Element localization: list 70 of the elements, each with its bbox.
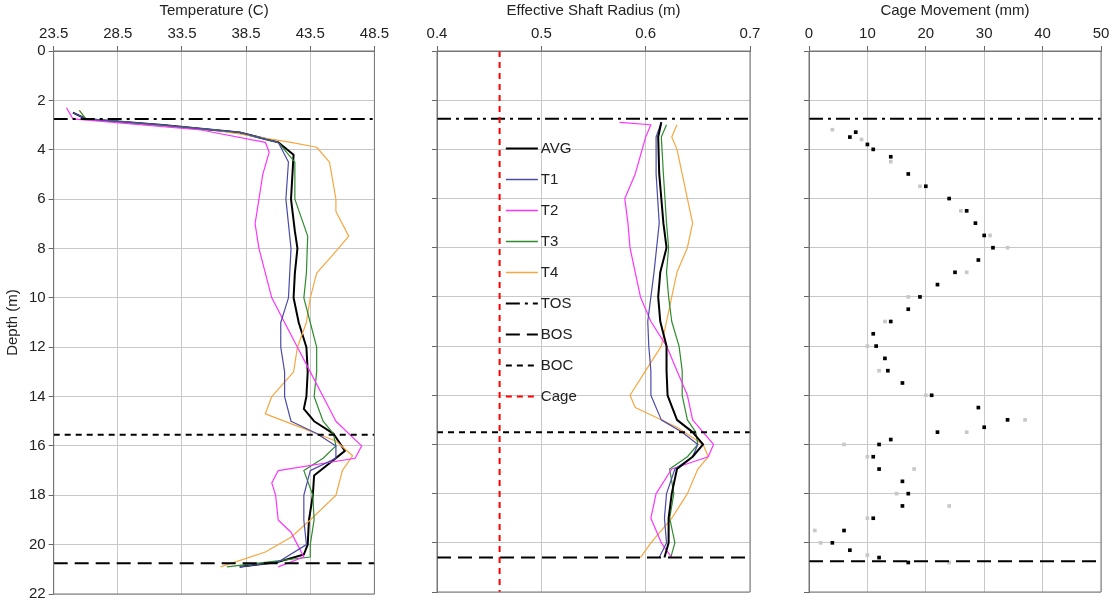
point [886,368,890,373]
point [874,344,878,348]
point [853,130,858,134]
x-tick-label: 28.5 [103,24,133,42]
point [877,368,881,373]
legend-label: TOS [540,293,572,311]
x-tick-label: 50 [1092,24,1110,42]
x-tick-label: 0 [804,24,814,42]
point [923,184,928,189]
x-tick-label: 0.7 [739,24,761,42]
point [964,430,969,434]
point [991,245,995,250]
point [912,467,916,471]
point [964,270,969,275]
y-tick-label: 8 [37,238,46,256]
x-tick-label: 0.4 [426,24,448,42]
point [906,307,911,312]
point [947,504,951,508]
x-tick-label: 10 [859,24,876,42]
point [848,135,852,139]
legend-label: BOC [540,355,574,373]
y-tick-label: 12 [29,337,46,355]
x-tick-label: 38.5 [231,24,261,42]
y-tick-label: 20 [29,534,46,552]
y-tick-label: 18 [29,485,46,503]
y-tick-label: 6 [37,189,46,207]
ref-line-label: Cage [540,386,577,404]
legend-label: T4 [540,262,559,280]
point [888,154,893,159]
point [923,393,928,398]
x-axis-title: Effective Shaft Radius (m) [506,1,681,19]
y-tick-label: 14 [29,386,46,404]
x-axis-title: Cage Movement (mm) [880,1,1030,19]
point [818,540,823,545]
x-tick-label: 48.5 [359,24,389,42]
x-tick-label: 33.5 [167,24,197,42]
y-tick-label: 2 [37,90,46,108]
point [848,548,852,553]
legend-label: T2 [540,200,559,218]
point [918,184,922,189]
legend-label: T1 [540,169,559,187]
point [871,454,876,459]
x-tick-label: 0.6 [635,24,657,42]
point [877,467,881,471]
y-tick-label: 22 [29,584,46,602]
point [964,209,969,213]
point [906,172,911,176]
point [871,331,876,336]
point [959,209,963,213]
x-tick-label: 0.5 [530,24,552,42]
y-tick-label: 10 [29,287,46,305]
y-tick-label: 0 [37,41,46,59]
legend-label: T3 [540,231,559,249]
y-tick-label: 16 [29,436,46,454]
point [918,295,922,299]
x-tick-label: 30 [975,24,993,42]
x-axis-title: Temperature (C) [159,1,269,19]
y-tick-label: 4 [37,139,46,157]
point [906,295,911,299]
x-tick-label: 43.5 [295,24,325,42]
point [871,516,876,521]
point [982,425,987,430]
legend-label: BOS [540,324,573,342]
x-tick-label: 23.5 [39,24,69,42]
point [953,270,957,275]
legend-label: AVG [540,138,572,156]
x-tick-label: 40 [1034,24,1051,42]
y-axis-title: Depth (m) [3,289,21,356]
x-tick-label: 20 [917,24,935,42]
point [1023,418,1027,422]
